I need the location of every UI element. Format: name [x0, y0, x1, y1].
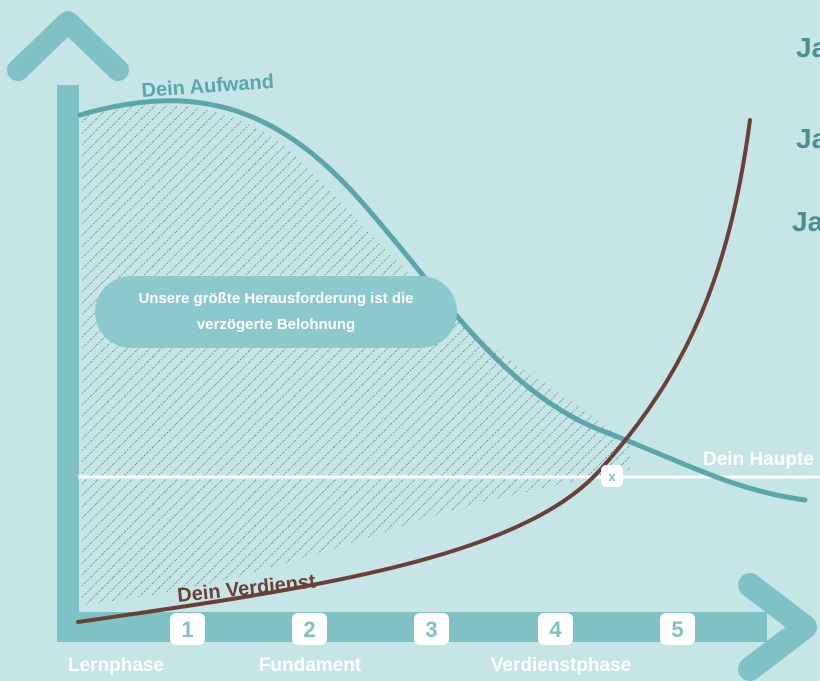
step-5-label: 5: [671, 617, 683, 642]
right-text-3: Ja: [792, 206, 820, 237]
effort-label: Dein Aufwand: [141, 71, 275, 102]
phase-verdienstphase: Verdienstphase: [491, 655, 631, 676]
callout-line-2: verzögerte Belohnung: [197, 316, 355, 333]
step-2: 2: [292, 613, 327, 645]
phase-fundament: Fundament: [259, 655, 362, 676]
phase-lernphase: Lernphase: [68, 655, 164, 676]
step-1: 1: [170, 613, 205, 645]
step-1-label: 1: [181, 617, 193, 642]
step-3: 3: [414, 613, 449, 645]
callout: Unsere größte Herausforderung ist die ve…: [95, 276, 457, 348]
right-text-2: Ja: [796, 123, 820, 154]
step-3-label: 3: [425, 617, 437, 642]
crossing-mark-label: x: [608, 469, 616, 484]
earnings-curve: [76, 118, 752, 624]
crossing-marker: x: [601, 465, 623, 487]
callout-line-1: Unsere größte Herausforderung ist die: [138, 290, 413, 307]
main-income-label: Dein Haupte: [703, 449, 814, 470]
hatched-area: [82, 104, 630, 605]
right-text-1: Ja: [796, 32, 820, 63]
step-2-label: 2: [303, 617, 315, 642]
step-4: 4: [538, 613, 573, 645]
step-4-label: 4: [549, 617, 562, 642]
y-axis-arrowhead: [7, 11, 129, 81]
y-axis: [7, 11, 129, 630]
x-axis-arrowhead: [738, 573, 817, 681]
step-5: 5: [660, 613, 695, 645]
